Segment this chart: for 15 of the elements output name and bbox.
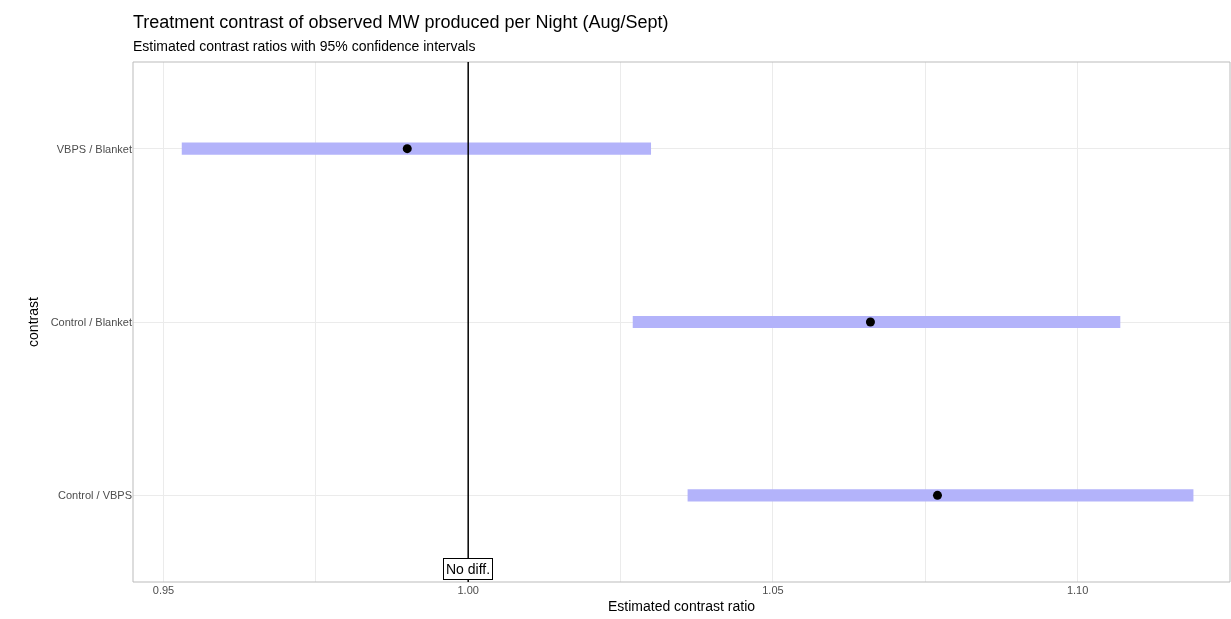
x-axis-title: Estimated contrast ratio: [607, 598, 756, 615]
bar: [181, 142, 652, 155]
x-tick-label: 0.95: [152, 584, 175, 596]
y-tick-label: VBPS / Blanket: [56, 142, 132, 155]
x-tick-label: 1.05: [762, 584, 784, 596]
ref-line-label: No diff.: [446, 561, 491, 577]
bar: [632, 315, 1121, 329]
bar: [687, 489, 1194, 502]
chart-title: Treatment contrast of observed MW produced per Night (Aug/Sept): [133, 11, 669, 32]
y-tick-label: Control / Blanket: [50, 315, 132, 328]
y-axis-title: contrast: [25, 297, 42, 347]
x-tick-label: 1.00: [457, 584, 479, 596]
y-tick-label: Control / VBPS: [58, 489, 132, 502]
x-tick-label: 1.10: [1066, 584, 1089, 596]
chart-subtitle: Estimated contrast ratios with 95% confidence intervals: [133, 38, 476, 55]
